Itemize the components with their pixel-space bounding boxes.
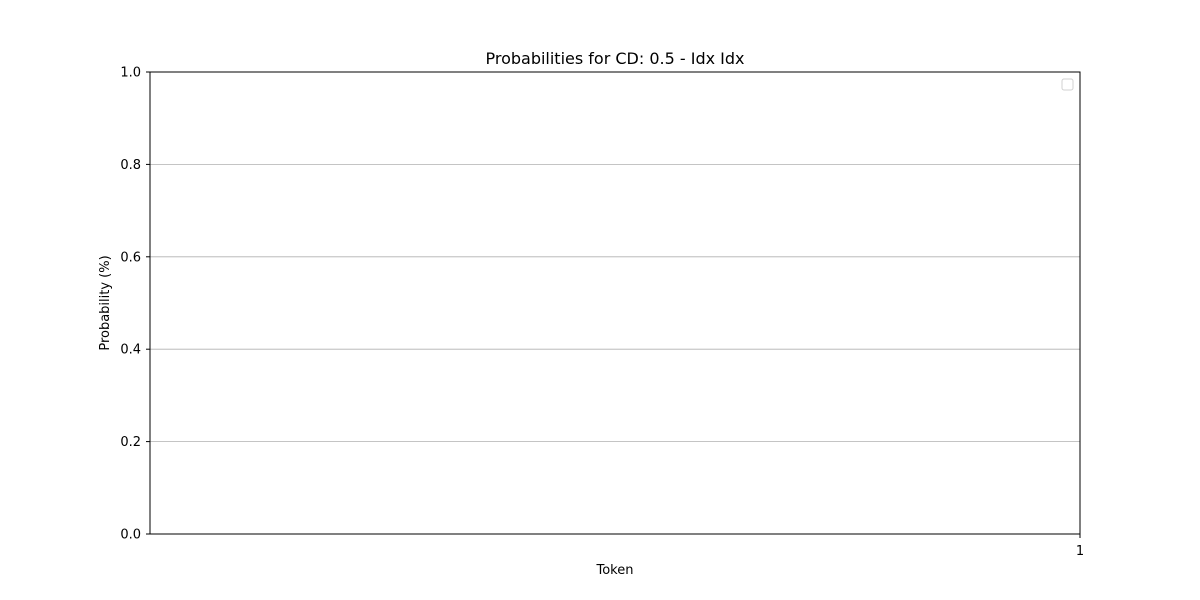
y-tick-label: 0.8 bbox=[120, 158, 141, 173]
plot-area-frame bbox=[149, 71, 1081, 535]
y-tick-label: 0.4 bbox=[120, 343, 141, 358]
y-tick-label: 0.0 bbox=[120, 528, 141, 543]
y-axis-label: Probability (%) bbox=[98, 255, 113, 350]
y-tick-label: 0.2 bbox=[120, 435, 141, 450]
y-gridlines bbox=[150, 163, 1080, 443]
x-tick-label: 1 bbox=[1076, 544, 1084, 559]
x-axis-label: Token bbox=[596, 563, 634, 578]
x-axis-ticks: 1 bbox=[1076, 534, 1084, 559]
y-tick-label: 1.0 bbox=[120, 66, 141, 81]
chart-title: Probabilities for CD: 0.5 - Idx Idx bbox=[485, 49, 744, 68]
y-tick-label: 0.6 bbox=[120, 250, 141, 265]
legend-box bbox=[1061, 78, 1074, 91]
y-axis-ticks: 0.0 0.2 0.4 0.6 0.8 1.0 bbox=[120, 66, 150, 543]
